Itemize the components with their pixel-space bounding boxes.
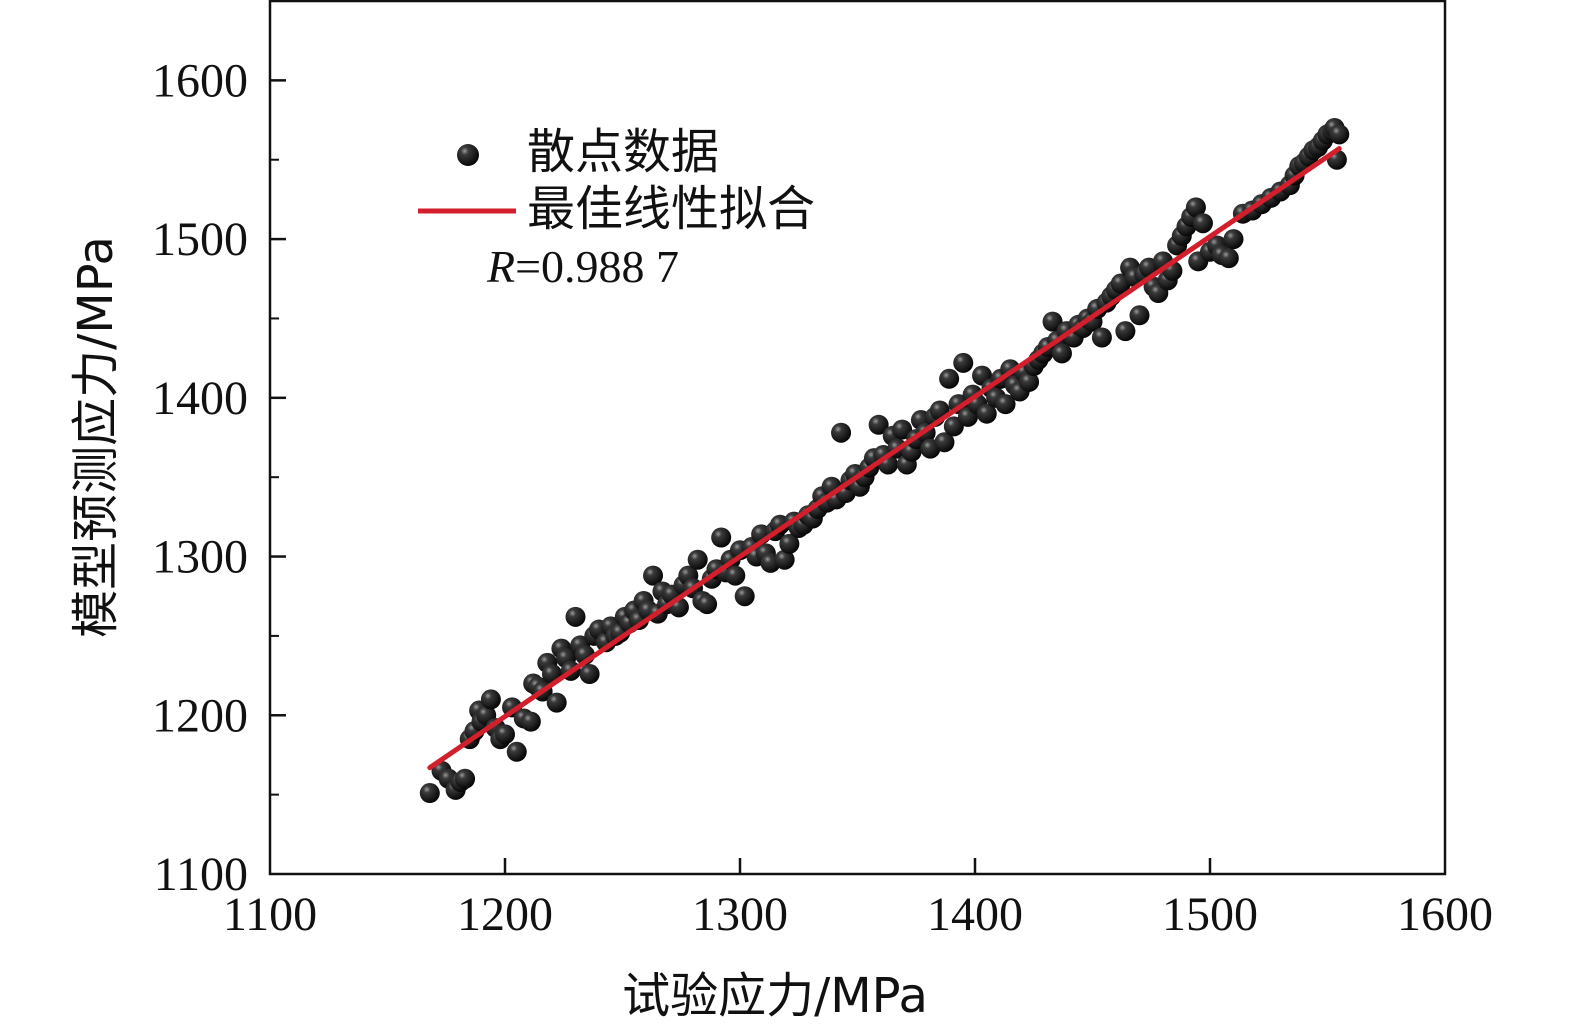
y-tick-label: 1300 [152, 531, 248, 584]
x-tick-label: 1200 [457, 888, 553, 941]
data-point [495, 724, 515, 745]
data-point [779, 533, 800, 554]
data-point [1019, 371, 1040, 392]
data-point [892, 419, 913, 440]
plot-area-frame [268, 0, 1447, 876]
best-fit-line [427, 146, 1342, 771]
data-point [579, 664, 600, 685]
data-point [643, 565, 664, 586]
data-point [520, 711, 541, 732]
x-tick-label: 1300 [692, 888, 788, 941]
data-point [1042, 311, 1063, 332]
data-point [1329, 124, 1350, 145]
data-point [480, 689, 501, 710]
x-tick-label: 1600 [1397, 888, 1493, 941]
data-point [1129, 305, 1150, 326]
data-point [1185, 197, 1206, 218]
data-point [687, 549, 708, 570]
data-point [455, 768, 476, 789]
data-point [711, 527, 732, 548]
data-point [995, 394, 1016, 415]
data-point [774, 549, 795, 570]
data-point [831, 422, 852, 443]
data-point [725, 565, 746, 586]
y-tick-label: 1500 [152, 213, 248, 266]
data-point [419, 783, 440, 804]
y-axis-title: 模型预测应力/MPa [68, 236, 124, 638]
x-axis-title: 试验应力/MPa [622, 968, 928, 1024]
r-annotation: R=0.988 7 [486, 241, 679, 292]
data-point [1223, 229, 1244, 250]
data-point [976, 403, 997, 424]
fit-line-layer [427, 146, 1342, 771]
data-point [939, 368, 960, 389]
r-value: =0.988 7 [515, 241, 679, 292]
y-tick-label: 1400 [152, 372, 248, 425]
y-tick-label: 1600 [152, 54, 248, 107]
data-point [697, 594, 718, 615]
data-point [1218, 248, 1239, 269]
axis-ticks: 1100 1200 1300 1400 1500 1600 1100 1200 1300 1400… [152, 54, 1493, 941]
x-tick-label: 1500 [1162, 888, 1258, 941]
legend-marker-scatter [457, 144, 479, 166]
data-point [953, 352, 974, 373]
data-point [943, 416, 964, 437]
data-point [734, 586, 755, 607]
y-tick-label: 1100 [154, 848, 248, 901]
data-point [1051, 343, 1072, 364]
data-point [546, 692, 567, 713]
x-tick-label: 1400 [927, 888, 1023, 941]
data-point [868, 414, 889, 435]
data-point [934, 432, 955, 453]
x-tick-label: 1100 [223, 888, 317, 941]
r-symbol: R [486, 241, 515, 292]
data-point [1192, 213, 1213, 234]
data-point [565, 606, 586, 627]
legend-label-scatter: 散点数据 [527, 124, 719, 180]
data-point [1091, 327, 1112, 348]
legend-label-fit: 最佳线性拟合 [527, 181, 815, 237]
data-point [1115, 321, 1136, 342]
data-point [506, 741, 527, 762]
y-tick-label: 1200 [152, 689, 248, 742]
